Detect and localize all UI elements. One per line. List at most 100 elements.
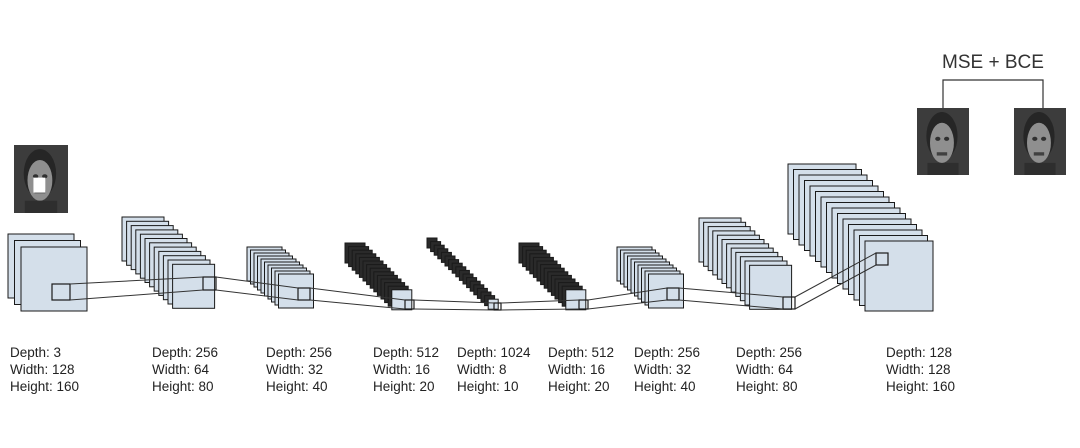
layer-dimension-line: Width: 32 [266,362,323,377]
front-feature-map [648,273,684,309]
layer-stack [121,216,217,309]
face-skin [930,122,954,163]
loss-label: MSE + BCE [942,52,1044,73]
layer-dimension-line: Depth: 256 [634,345,700,360]
layer-dimension-line: Width: 16 [373,362,430,377]
layer-labels-group: Depth: 3 Width: 128 Height: 160 Depth: 256 W… [10,345,955,394]
front-feature-map [864,240,934,312]
face-skin [1027,122,1051,163]
layer-dimension-line: Depth: 1024 [457,345,531,360]
layer-dimension-line: Depth: 256 [152,345,218,360]
layer-connector [678,287,784,298]
layer-stack [7,233,88,312]
layer-connector [678,299,784,310]
layer-dimension-label: Depth: 256 Width: 64 Height: 80 [152,345,218,394]
layer-stacks-group [7,163,934,312]
loss-bracket [942,79,1044,108]
occlusion-mask [33,177,46,193]
layer-dimension-label: Depth: 128 Width: 128 Height: 160 [886,345,955,394]
layer-connector [500,308,580,311]
kernel-window [51,283,71,301]
layer-connector [500,299,580,304]
target-face-photo-icon [1014,108,1066,175]
face-eye [1041,136,1047,141]
layer-dimension-line: Width: 32 [634,362,691,377]
layer-dimension-line: Height: 40 [266,379,328,394]
face-eye [1032,136,1038,141]
layer-connector [413,299,495,304]
layer-dimension-line: Width: 128 [10,362,75,377]
face-eye [944,136,950,141]
layer-stack [698,217,796,310]
face-eye [42,174,48,179]
layer-stack [246,246,314,309]
layer-stack [616,246,684,309]
front-feature-map [278,273,314,309]
layer-connector [587,287,668,301]
layer-dimension-line: Depth: 128 [886,345,952,360]
layer-dimension-line: Depth: 256 [736,345,802,360]
layer-dimension-line: Height: 20 [373,379,435,394]
kernel-window [493,302,502,311]
layer-dimension-line: Height: 40 [634,379,696,394]
layer-dimension-line: Depth: 3 [10,345,61,360]
layer-dimension-line: Height: 20 [548,379,610,394]
layer-dimension-line: Height: 80 [736,379,798,394]
front-feature-map [749,264,793,310]
layer-dimension-line: Width: 64 [152,362,210,377]
layer-dimension-line: Depth: 512 [548,345,614,360]
face-shoulders [1024,162,1056,175]
masked-face-photo-icon [14,145,68,213]
connectors-group [69,252,877,311]
layer-connector [215,289,299,301]
layer-dimension-label: Depth: 256 Width: 64 Height: 80 [736,345,802,394]
kernel-window [666,287,680,301]
face-shoulders [24,200,58,213]
face-eye [32,174,39,179]
layer-dimension-label: Depth: 512 Width: 16 Height: 20 [373,345,439,394]
face-shoulders [927,162,959,175]
layer-stack [426,237,502,311]
layer-dimension-line: Height: 160 [886,379,955,394]
layer-dimension-line: Height: 80 [152,379,214,394]
layer-connector [309,299,406,310]
layer-dimension-line: Depth: 256 [266,345,332,360]
layer-connector [587,299,668,310]
layer-connector [413,308,495,311]
layer-dimension-label: Depth: 1024 Width: 8 Height: 10 [457,345,531,394]
layer-dimension-line: Width: 128 [886,362,951,377]
layer-connector [69,276,204,285]
layer-connector [794,264,877,310]
layer-dimension-line: Width: 16 [548,362,605,377]
face-eye [935,136,941,141]
loss-group: MSE + BCE [942,52,1044,108]
kernel-window [202,276,217,291]
layer-stack [518,242,589,311]
layer-dimension-line: Height: 160 [10,379,79,394]
front-feature-map [20,246,88,312]
kernel-window [782,296,796,310]
layer-connector [794,252,877,298]
front-feature-map [487,298,499,310]
layer-dimension-label: Depth: 3 Width: 128 Height: 160 [10,345,79,394]
reconstructed-face-photo-icon [917,108,969,175]
front-feature-map [172,263,216,309]
kernel-window [578,299,589,310]
kernel-window [875,252,889,266]
layer-dimension-line: Depth: 512 [373,345,439,360]
layer-dimension-label: Depth: 256 Width: 32 Height: 40 [634,345,700,394]
kernel-window [297,287,311,301]
layer-dimension-label: Depth: 512 Width: 16 Height: 20 [548,345,614,394]
layer-dimension-line: Width: 64 [736,362,794,377]
photos-group [14,108,1066,213]
layer-connector [215,276,299,289]
face-mouth [936,152,948,156]
layer-dimension-line: Width: 8 [457,362,507,377]
layer-dimension-line: Height: 10 [457,379,519,394]
face-mouth [1033,152,1045,156]
layer-stack [787,163,934,312]
layer-connector [69,289,204,301]
layer-dimension-label: Depth: 256 Width: 32 Height: 40 [266,345,332,394]
